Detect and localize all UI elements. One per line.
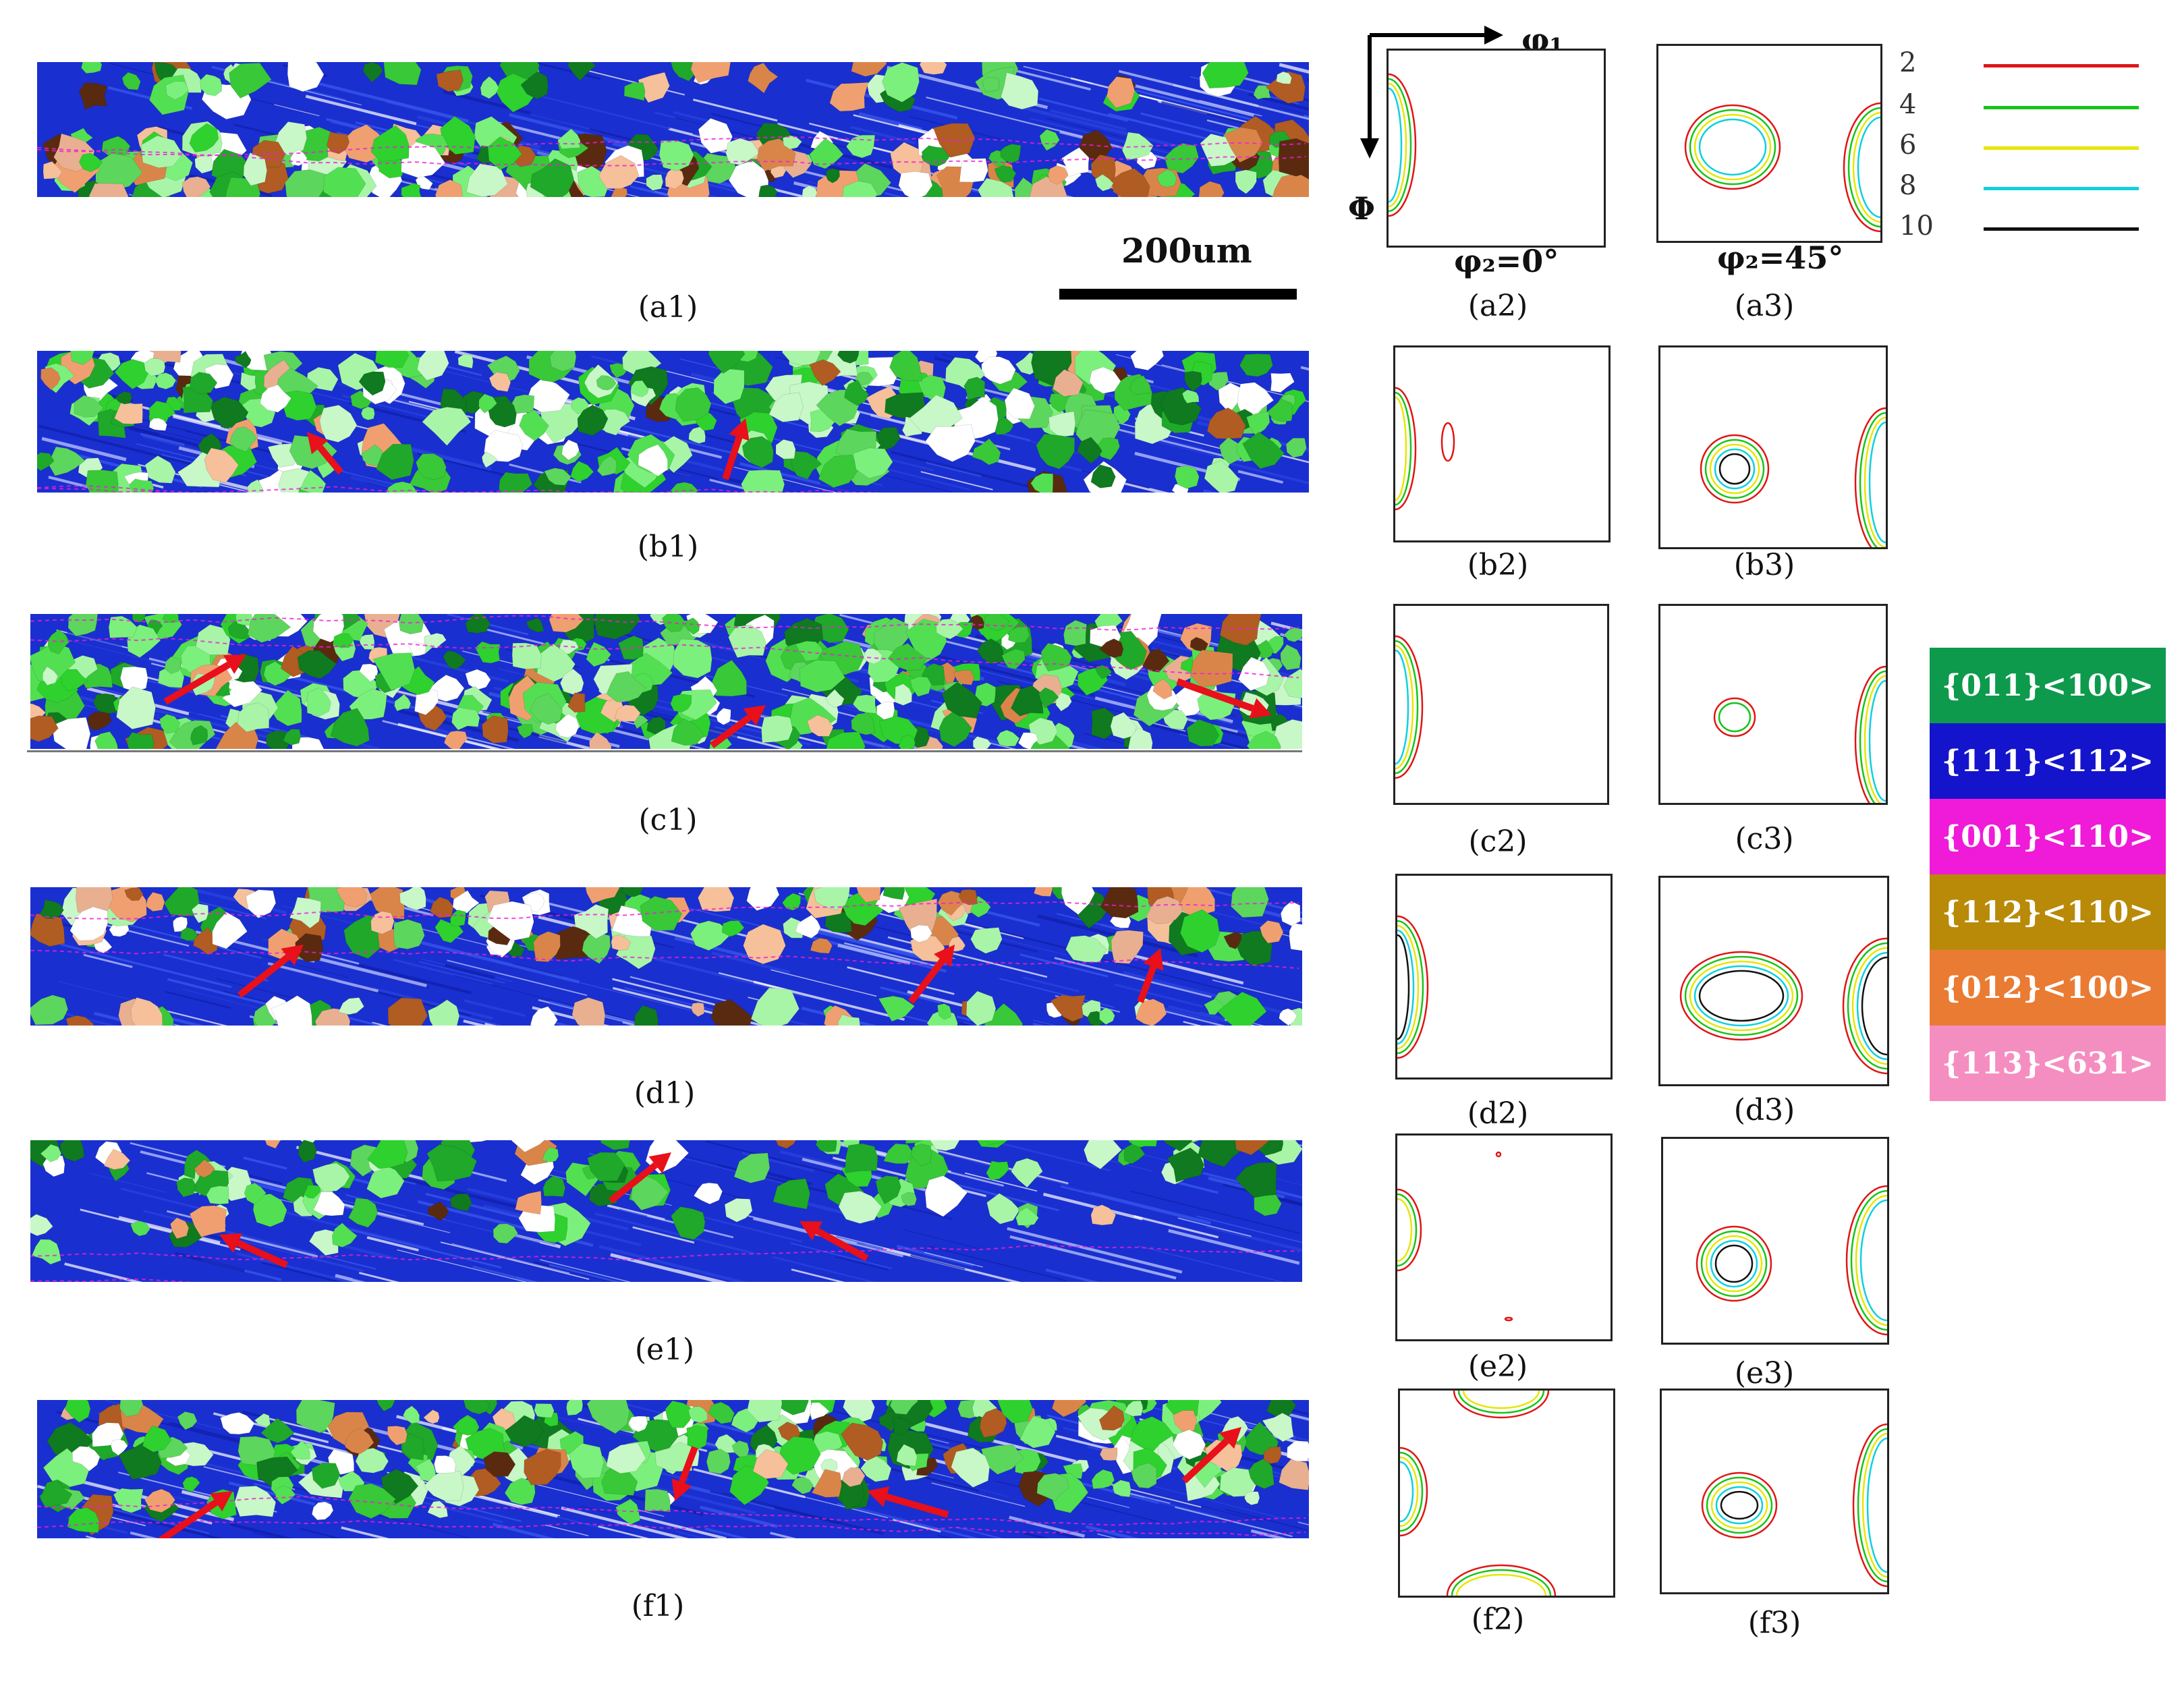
contour-line-2 bbox=[1984, 64, 2139, 67]
contour-level-2: 2 bbox=[1899, 47, 1917, 78]
odf-label-b3: (b3) bbox=[1733, 548, 1795, 582]
contour-line-8 bbox=[1984, 187, 2139, 190]
odf-label-d2: (d2) bbox=[1467, 1096, 1529, 1131]
texture-legend-012-100: {012}<100> bbox=[1930, 950, 2166, 1026]
texture-legend-111-112: {111}<112> bbox=[1930, 723, 2166, 799]
axis-label-phi2-45: φ₂=45° bbox=[1717, 240, 1844, 276]
axis-label-phi2-0: φ₂=0° bbox=[1454, 243, 1559, 279]
contour-line-6 bbox=[1984, 146, 2139, 150]
odf-section-f3 bbox=[1660, 1389, 1889, 1594]
odf-section-c3 bbox=[1658, 604, 1888, 805]
odf-axes-arrows bbox=[1360, 26, 1503, 159]
map-label-f1: (f1) bbox=[631, 1589, 685, 1623]
odf-section-f2 bbox=[1398, 1389, 1615, 1598]
texture-legend-001-110: {001}<110> bbox=[1930, 799, 2166, 874]
odf-label-a2: (a2) bbox=[1467, 289, 1528, 323]
odf-section-d3 bbox=[1658, 876, 1889, 1086]
odf-label-a3: (a3) bbox=[1734, 289, 1795, 323]
contour-line-4 bbox=[1984, 106, 2139, 109]
texture-legend-112-110: {112}<110> bbox=[1930, 874, 2166, 950]
map-label-c1: (c1) bbox=[638, 803, 698, 837]
odf-section-c2 bbox=[1393, 604, 1609, 805]
contour-level-8: 8 bbox=[1899, 170, 1917, 201]
odf-label-c3: (c3) bbox=[1735, 822, 1794, 856]
map-label-b1: (b1) bbox=[637, 530, 699, 564]
odf-label-f2: (f2) bbox=[1471, 1602, 1525, 1637]
contour-level-4: 4 bbox=[1899, 89, 1917, 120]
odf-section-b3 bbox=[1658, 345, 1888, 549]
ebsd-map-e1 bbox=[30, 1140, 1302, 1282]
odf-section-a3 bbox=[1656, 44, 1882, 243]
texture-legend-011-100: {011}<100> bbox=[1930, 648, 2166, 723]
odf-label-e2: (e2) bbox=[1467, 1349, 1528, 1384]
odf-label-f3: (f3) bbox=[1747, 1606, 1801, 1640]
texture-legend-113-631: {113}<631> bbox=[1930, 1026, 2166, 1101]
contour-line-10 bbox=[1984, 227, 2139, 231]
map-label-d1: (d1) bbox=[634, 1076, 696, 1111]
odf-label-d3: (d3) bbox=[1733, 1093, 1795, 1127]
ebsd-map-d1 bbox=[30, 887, 1302, 1026]
odf-label-e3: (e3) bbox=[1734, 1356, 1795, 1391]
ebsd-map-c1 bbox=[30, 614, 1302, 749]
odf-section-b2 bbox=[1393, 345, 1611, 542]
ebsd-map-f1 bbox=[37, 1400, 1309, 1538]
scale-bar bbox=[1059, 289, 1297, 300]
odf-section-e3 bbox=[1661, 1137, 1889, 1345]
odf-section-e2 bbox=[1395, 1133, 1613, 1341]
odf-section-d2 bbox=[1395, 874, 1613, 1080]
odf-label-b2: (b2) bbox=[1467, 548, 1529, 582]
ebsd-map-b1 bbox=[37, 351, 1309, 493]
odf-label-c2: (c2) bbox=[1468, 824, 1528, 859]
map-label-a1: (a1) bbox=[638, 290, 698, 325]
map-label-e1: (e1) bbox=[634, 1333, 695, 1367]
odf-section-a2 bbox=[1387, 49, 1606, 248]
ebsd-map-a1 bbox=[37, 62, 1309, 197]
scale-bar-label: 200um bbox=[1121, 231, 1252, 271]
map-c1-baseline bbox=[27, 750, 1302, 752]
contour-level-6: 6 bbox=[1899, 130, 1917, 161]
axis-label-Phi: Φ bbox=[1348, 190, 1376, 227]
contour-level-10: 10 bbox=[1899, 211, 1934, 242]
